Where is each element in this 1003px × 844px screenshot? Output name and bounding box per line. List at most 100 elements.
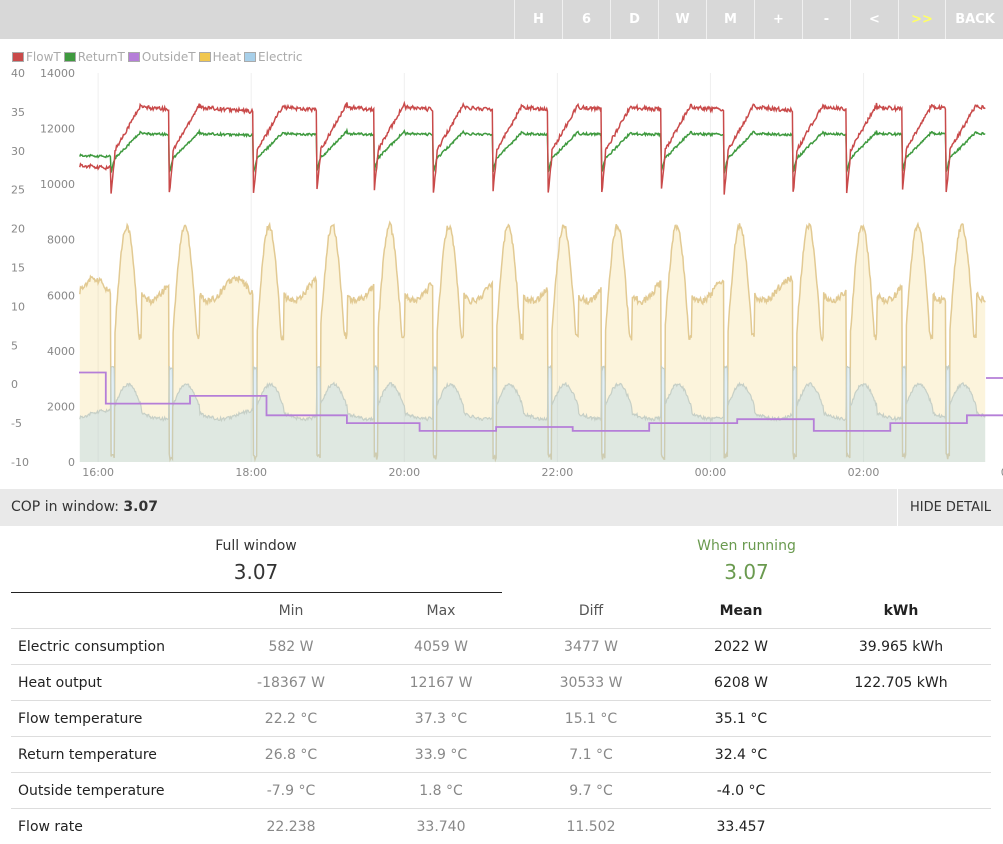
pan-left-button[interactable]: < (850, 0, 898, 39)
y-right-tick-label: 2000 (47, 400, 75, 413)
y-left-tick-label: 5 (11, 339, 18, 352)
heat-swatch (199, 52, 211, 62)
y-left-tick-label: 0 (11, 378, 18, 391)
row-name: Outside temperature (11, 773, 211, 809)
row-diff: 3477 W (511, 629, 671, 665)
legend-label: OutsideT (142, 50, 196, 64)
row-kwh (811, 773, 991, 809)
row-min: 26.8 °C (211, 737, 371, 773)
zoom-in-button[interactable]: + (754, 0, 802, 39)
hide-detail-button[interactable]: HIDE DETAIL (897, 489, 1003, 526)
row-mean: 6208 W (671, 665, 811, 701)
zoom-out-button[interactable]: - (802, 0, 850, 39)
tab-full-window[interactable]: Full window 3.07 (11, 538, 501, 584)
y-left-tick-label: 35 (11, 106, 25, 119)
y-left-tick-label: 15 (11, 262, 25, 275)
row-mean: 2022 W (671, 629, 811, 665)
row-min: 22.238 (211, 809, 371, 844)
tab-when-running[interactable]: When running 3.07 (502, 538, 991, 584)
row-diff: 7.1 °C (511, 737, 671, 773)
header-mean: Mean (671, 593, 811, 629)
y-right-tick-label: 0 (68, 456, 75, 469)
y-left-tick-label: 10 (11, 300, 25, 313)
six-hour-button[interactable]: 6 (562, 0, 610, 39)
row-name: Flow temperature (11, 701, 211, 737)
row-mean: 33.457 (671, 809, 811, 844)
legend-item-heat[interactable]: Heat (199, 50, 241, 64)
row-diff: 30533 W (511, 665, 671, 701)
chart-legend: FlowT ReturnT OutsideT Heat Electric (12, 50, 303, 64)
cop-value: 3.07 (123, 499, 158, 515)
cop-label: COP in window: (11, 499, 119, 515)
row-min: 22.2 °C (211, 701, 371, 737)
row-max: 4059 W (371, 629, 511, 665)
row-max: 1.8 °C (371, 773, 511, 809)
row-min: 582 W (211, 629, 371, 665)
y-right-tick-label: 4000 (47, 345, 75, 358)
y-right-tick-label: 10000 (40, 178, 75, 191)
y-left-tick-label: 40 (11, 67, 25, 80)
legend-item-outsidet[interactable]: OutsideT (128, 50, 196, 64)
x-tick-label: 18:00 (235, 466, 267, 479)
table-row: Outside temperature -7.9 °C 1.8 °C 9.7 °… (11, 773, 991, 809)
row-name: Heat output (11, 665, 211, 701)
outsidet-swatch (128, 52, 140, 62)
header-max: Max (371, 593, 511, 629)
x-tick-label: 02:00 (848, 466, 880, 479)
legend-label: FlowT (26, 50, 61, 64)
x-tick-label: 22:00 (542, 466, 574, 479)
week-button[interactable]: W (658, 0, 706, 39)
legend-label: Heat (213, 50, 241, 64)
y-left-tick-label: -5 (11, 417, 22, 430)
table-row: Electric consumption 582 W 4059 W 3477 W… (11, 629, 991, 665)
pan-right-button[interactable]: >> (898, 0, 945, 39)
y-right-tick-label: 6000 (47, 289, 75, 302)
y-right-tick-label: 14000 (40, 67, 75, 80)
month-button[interactable]: M (706, 0, 754, 39)
row-kwh: 39.965 kWh (811, 629, 991, 665)
y-right-tick-label: 12000 (40, 123, 75, 136)
row-kwh (811, 701, 991, 737)
returnt-swatch (64, 52, 76, 62)
row-diff: 11.502 (511, 809, 671, 844)
x-tick-label: 16:00 (82, 466, 114, 479)
y-left-tick-label: -10 (11, 456, 29, 469)
row-kwh: 122.705 kWh (811, 665, 991, 701)
toolbar: H 6 D W M + - < >> BACK (0, 0, 1003, 39)
y-left-tick-label: 25 (11, 184, 25, 197)
legend-item-flowt[interactable]: FlowT (12, 50, 61, 64)
legend-item-electric[interactable]: Electric (244, 50, 302, 64)
row-name: Return temperature (11, 737, 211, 773)
x-tick-label: 00:00 (695, 466, 727, 479)
row-max: 33.740 (371, 809, 511, 844)
row-min: -7.9 °C (211, 773, 371, 809)
y-right-tick-label: 8000 (47, 234, 75, 247)
row-name: Flow rate (11, 809, 211, 844)
when-running-cop: 3.07 (502, 560, 991, 584)
flowt-swatch (12, 52, 24, 62)
hour-button[interactable]: H (514, 0, 562, 39)
row-kwh (811, 737, 991, 773)
cop-summary: COP in window: 3.07 (11, 499, 158, 515)
y-left-tick-label: 30 (11, 145, 25, 158)
header-min: Min (211, 593, 371, 629)
header-diff: Diff (511, 593, 671, 629)
stats-header-row: Min Max Diff Mean kWh (11, 593, 991, 629)
legend-label: Electric (258, 50, 302, 64)
row-mean: -4.0 °C (671, 773, 811, 809)
row-mean: 32.4 °C (671, 737, 811, 773)
cop-bar: COP in window: 3.07 HIDE DETAIL (0, 489, 1003, 526)
electric-swatch (244, 52, 256, 62)
header-name (11, 593, 211, 629)
day-button[interactable]: D (610, 0, 658, 39)
legend-item-returnt[interactable]: ReturnT (64, 50, 125, 64)
back-button[interactable]: BACK (945, 0, 1003, 39)
stats-table: Min Max Diff Mean kWh Electric consumpti… (11, 593, 991, 844)
full-window-cop: 3.07 (11, 560, 501, 584)
row-diff: 9.7 °C (511, 773, 671, 809)
row-max: 12167 W (371, 665, 511, 701)
row-name: Electric consumption (11, 629, 211, 665)
row-diff: 15.1 °C (511, 701, 671, 737)
row-max: 37.3 °C (371, 701, 511, 737)
heatpump-chart: 16:0018:0020:0022:0000:0002:0004:0006:00… (0, 39, 1003, 489)
